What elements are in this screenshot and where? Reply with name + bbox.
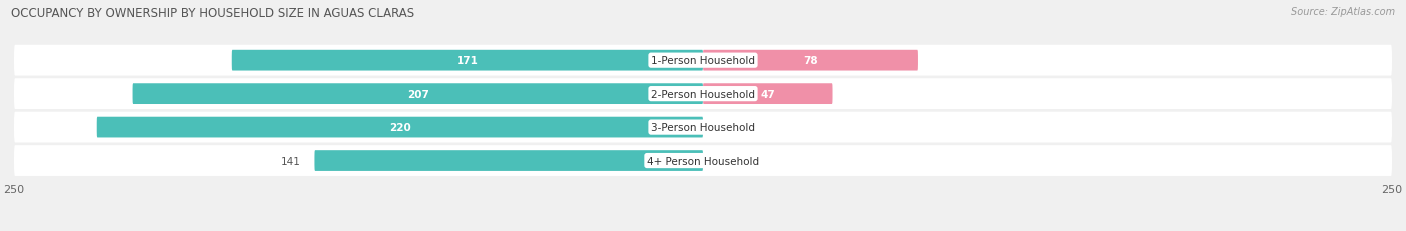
Text: 2-Person Household: 2-Person Household	[651, 89, 755, 99]
Text: 220: 220	[389, 123, 411, 133]
Text: 207: 207	[406, 89, 429, 99]
Text: 141: 141	[281, 156, 301, 166]
Text: Source: ZipAtlas.com: Source: ZipAtlas.com	[1291, 7, 1395, 17]
FancyBboxPatch shape	[14, 46, 1392, 76]
Text: 3-Person Household: 3-Person Household	[651, 123, 755, 133]
FancyBboxPatch shape	[14, 79, 1392, 109]
Text: 171: 171	[457, 56, 478, 66]
Text: 4+ Person Household: 4+ Person Household	[647, 156, 759, 166]
FancyBboxPatch shape	[703, 51, 918, 71]
Text: 1-Person Household: 1-Person Household	[651, 56, 755, 66]
Text: 0: 0	[725, 156, 731, 166]
Text: OCCUPANCY BY OWNERSHIP BY HOUSEHOLD SIZE IN AGUAS CLARAS: OCCUPANCY BY OWNERSHIP BY HOUSEHOLD SIZE…	[11, 7, 415, 20]
FancyBboxPatch shape	[315, 151, 703, 171]
FancyBboxPatch shape	[14, 146, 1392, 176]
FancyBboxPatch shape	[14, 112, 1392, 143]
FancyBboxPatch shape	[232, 51, 703, 71]
Text: 0: 0	[725, 123, 731, 133]
Text: 78: 78	[803, 56, 818, 66]
FancyBboxPatch shape	[97, 117, 703, 138]
FancyBboxPatch shape	[132, 84, 703, 105]
FancyBboxPatch shape	[703, 84, 832, 105]
Text: 47: 47	[761, 89, 775, 99]
